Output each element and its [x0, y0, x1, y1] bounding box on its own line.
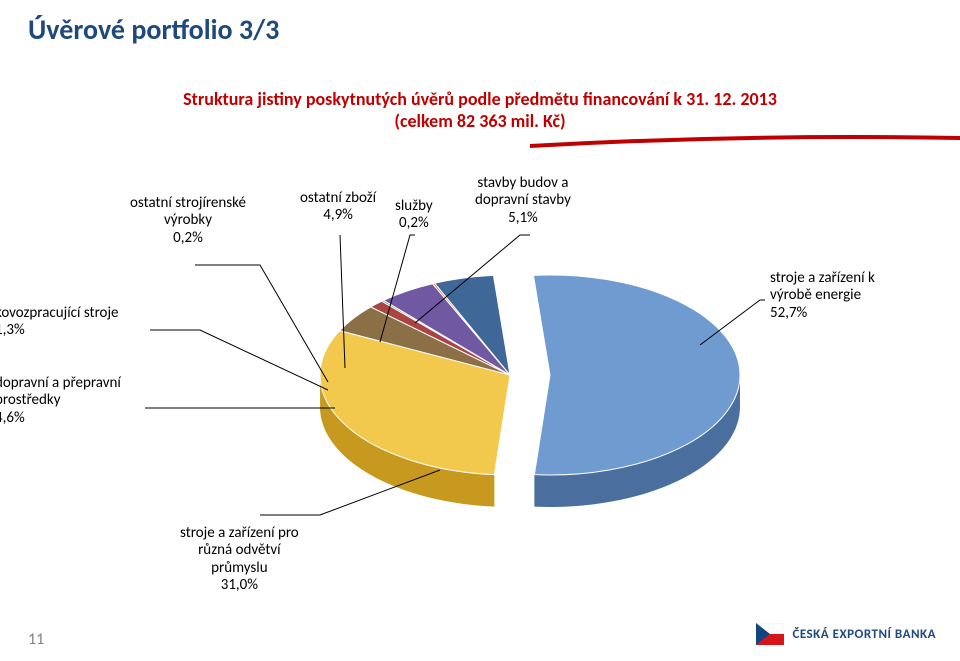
label-line: 1,3% [0, 322, 119, 339]
label-line: stroje a zařízení k [770, 270, 875, 287]
label-line: 31,0% [180, 577, 299, 594]
label-services: služby0,2% [395, 198, 433, 233]
flag-icon [756, 623, 784, 645]
logo: ČESKÁ EXPORTNÍ BANKA [756, 623, 936, 645]
logo-text: ČESKÁ EXPORTNÍ BANKA [792, 627, 936, 642]
label-line: dopravní stavby [475, 192, 571, 209]
label-line: průmyslu [180, 560, 299, 577]
label-line: různá odvětví [180, 542, 299, 559]
label-line: 4,6% [0, 410, 121, 427]
label-engineer: ostatní strojírenskévýrobky0,2% [130, 195, 246, 247]
label-line: služby [395, 198, 433, 215]
label-line: 0,2% [130, 230, 246, 247]
decorative-swoosh [530, 130, 960, 150]
label-line: ostatní zboží [300, 190, 376, 207]
label-line: 0,2% [395, 215, 433, 232]
slide: Úvěrové portfolio 3/3 Struktura jistiny … [0, 0, 960, 661]
label-line: výrobě energie [770, 287, 875, 304]
label-line: kovozpracující stroje [0, 305, 119, 322]
title-text: Úvěrové portfolio 3/3 [28, 12, 279, 47]
pie-chart: stroje a zařízení kvýrobě energie52,7%st… [0, 150, 960, 580]
page-number: 11 [28, 630, 44, 649]
label-goods: ostatní zboží4,9% [300, 190, 376, 225]
label-line: stavby budov a [475, 175, 571, 192]
label-line: ostatní strojírenské [130, 195, 246, 212]
page-title: Úvěrové portfolio 3/3 [28, 12, 279, 47]
label-line: 5,1% [475, 210, 571, 227]
subtitle: Struktura jistiny poskytnutých úvěrů pod… [150, 88, 810, 132]
label-line: 4,9% [300, 207, 376, 224]
label-line: prostředky [0, 392, 121, 409]
label-line: dopravní a přepravní [0, 375, 121, 392]
subtitle-line1: Struktura jistiny poskytnutých úvěrů pod… [150, 88, 810, 110]
label-line: výrobky [130, 212, 246, 229]
label-line: 52,7% [770, 305, 875, 322]
label-industry: stroje a zařízení prorůzná odvětvíprůmys… [180, 525, 299, 594]
label-metal: kovozpracující stroje1,3% [0, 305, 119, 340]
leader-engineer [195, 265, 328, 382]
label-energy: stroje a zařízení kvýrobě energie52,7% [770, 270, 875, 322]
subtitle-line2: (celkem 82 363 mil. Kč) [150, 110, 810, 132]
leader-metal [150, 330, 328, 390]
label-buildings: stavby budov adopravní stavby5,1% [475, 175, 571, 227]
label-transport: dopravní a přepravníprostředky4,6% [0, 375, 121, 427]
label-line: stroje a zařízení pro [180, 525, 299, 542]
